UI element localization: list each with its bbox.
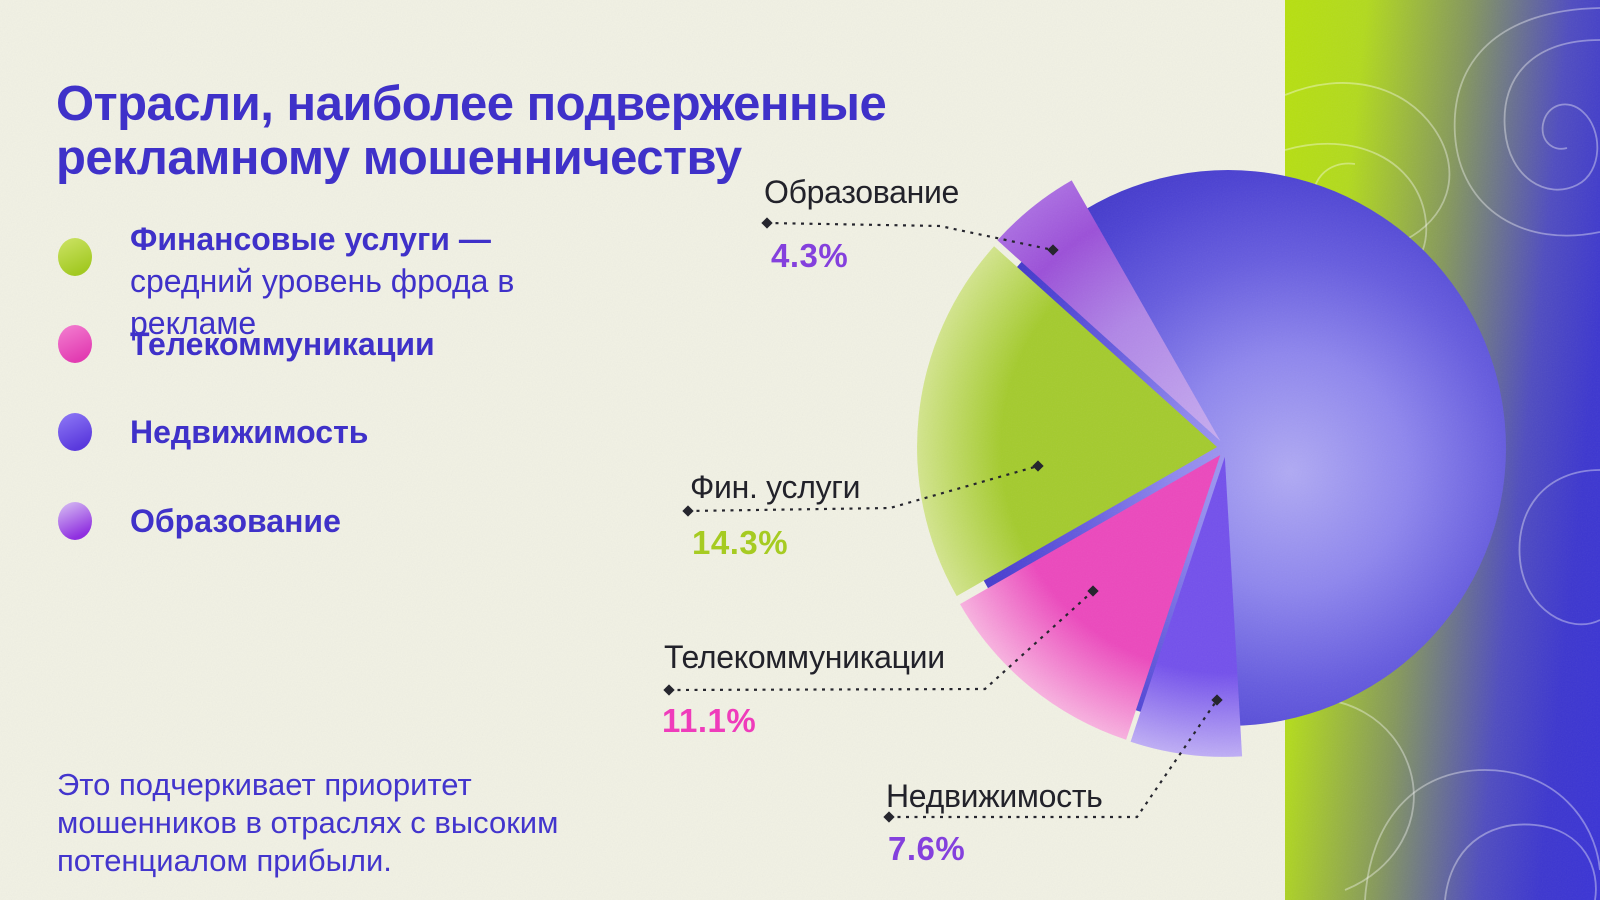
legend-item-education: Образование [58,500,341,542]
connector-diamond-edu [761,217,773,229]
callout-telecom-value: 11.1% [662,702,757,739]
legend-label-bold: Телекоммуникации [130,326,435,362]
legend-label-education: Образование [130,500,341,542]
page-title: Отрасли, наиболее подверженные рекламном… [56,76,887,185]
legend-item-telecom: Телекоммуникации [58,323,435,365]
connector-diamond-telecom [663,684,675,696]
callout-real-estate-label: Недвижимость [886,778,1103,814]
callout-real-estate-value: 7.6% [888,830,966,867]
connector-diamond-fin [1032,460,1044,472]
legend-dot-telecom [58,325,92,363]
callout-education-value: 4.3% [771,237,849,274]
callout-education-label: Образование [764,174,960,210]
legend-dot-education [58,502,92,540]
legend-label-bold: Образование [130,503,341,539]
legend-label-bold: Финансовые услуги — [130,221,491,257]
legend-label-bold: Недвижимость [130,414,369,450]
connector-diamond-edu [1047,244,1059,256]
legend-dot-real-estate [58,413,92,451]
legend-dot-financial-services [58,238,92,276]
callout-fin-services-value: 14.3% [692,524,789,561]
legend-label-real-estate: Недвижимость [130,411,368,453]
footnote-text: Это подчеркивает приоритет мошенников в … [57,767,559,878]
legend-label-telecom: Телекоммуникации [130,323,435,365]
connector-diamond-fin [682,505,694,517]
legend-item-real-estate: Недвижимость [58,411,368,453]
callout-telecom-label: Телекоммуникации [664,639,945,675]
connector-diamond-telecom [1087,585,1099,597]
callout-fin-services-label: Фин. услуги [690,469,861,505]
